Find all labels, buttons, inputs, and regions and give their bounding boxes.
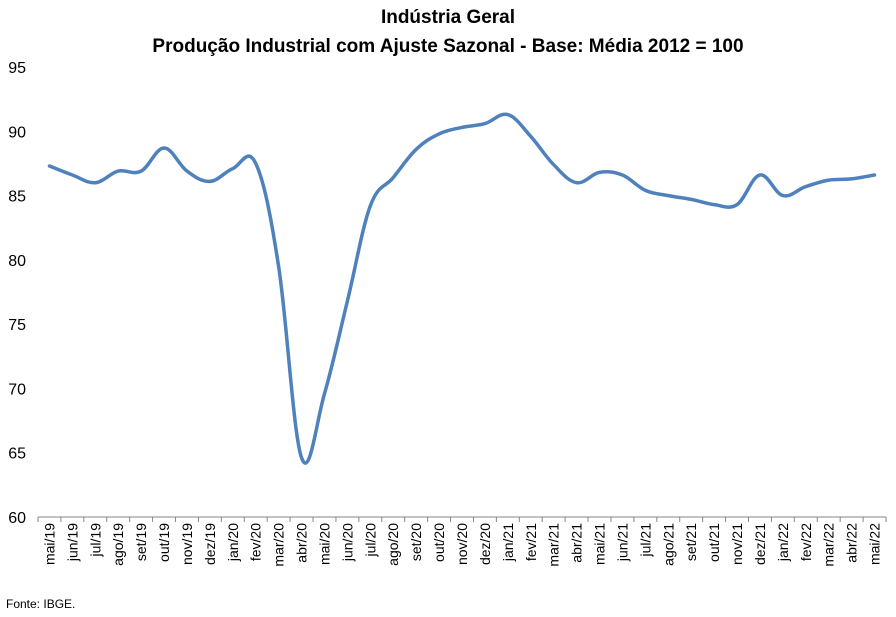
data-point (736, 203, 739, 206)
data-point (71, 174, 74, 177)
data-point (483, 122, 486, 125)
y-tick-label: 80 (8, 253, 26, 270)
data-point (713, 203, 716, 206)
data-point (48, 165, 51, 168)
x-tick-label: mai/20 (316, 523, 332, 565)
y-tick-label: 90 (8, 124, 26, 141)
y-tick-label: 75 (8, 317, 26, 334)
x-tick-label: dez/19 (202, 523, 218, 565)
data-point (323, 392, 326, 395)
x-tick-label: nov/20 (454, 523, 470, 565)
data-point (781, 194, 784, 197)
x-tick-label: mai/19 (41, 523, 57, 565)
data-point (94, 181, 97, 184)
data-point (621, 174, 624, 177)
y-tick-label: 65 (8, 446, 26, 463)
y-tick-label: 95 (8, 60, 26, 77)
x-tick-label: jan/22 (775, 523, 791, 562)
data-point (552, 163, 555, 166)
x-tick-label: abr/20 (294, 523, 310, 563)
data-point (369, 204, 372, 207)
x-tick-label: jun/20 (339, 523, 355, 562)
x-tick-label: fev/21 (523, 523, 539, 561)
y-tick-label: 70 (8, 381, 26, 398)
x-tick-label: mai/21 (592, 523, 608, 565)
data-point (208, 180, 211, 183)
x-tick-label: fev/20 (248, 523, 264, 561)
x-tick-label: jan/21 (500, 523, 516, 562)
data-point (346, 300, 349, 303)
series-line (47, 112, 877, 465)
data-point (575, 181, 578, 184)
x-tick-label: dez/21 (752, 523, 768, 565)
data-point (277, 265, 280, 268)
data-point (300, 456, 303, 459)
data-point (690, 198, 693, 201)
x-tick-label: jul/21 (637, 523, 653, 558)
data-point (117, 170, 120, 173)
x-tick-label: out/21 (706, 523, 722, 562)
x-tick-label: jun/21 (614, 523, 630, 562)
x-tick-label: jul/19 (87, 523, 103, 558)
data-point (506, 113, 509, 116)
x-tick-label: out/20 (431, 523, 447, 562)
x-tick-label: mai/22 (867, 523, 883, 565)
x-tick-label: set/20 (408, 523, 424, 561)
data-point (185, 170, 188, 173)
x-tick-label: jul/20 (362, 523, 378, 558)
data-point (758, 174, 761, 177)
data-point (461, 126, 464, 129)
x-tick-label: mar/21 (546, 523, 562, 567)
x-tick-label: dez/20 (477, 523, 493, 565)
x-tick-label: ago/20 (385, 523, 401, 566)
data-point (231, 167, 234, 170)
data-point (529, 135, 532, 138)
chart-title: Indústria Geral (380, 7, 516, 28)
x-tick-label: jun/19 (64, 523, 80, 562)
data-point (598, 171, 601, 174)
data-point (850, 177, 853, 180)
data-point (644, 189, 647, 192)
x-tick-label: jan/20 (225, 523, 241, 562)
x-tick-label: ago/21 (660, 523, 676, 566)
data-point (873, 174, 876, 177)
data-point (140, 170, 143, 173)
x-tick-label: out/19 (156, 523, 172, 562)
data-point (392, 176, 395, 179)
x-tick-label: nov/21 (729, 523, 745, 565)
x-tick-label: ago/19 (110, 523, 126, 566)
x-tick-label: abr/21 (569, 523, 585, 563)
data-point (827, 179, 830, 182)
x-tick-label: fev/22 (798, 523, 814, 561)
source-note: Fonte: IBGE. (6, 597, 76, 611)
chart-subtitle: Produção Industrial com Ajuste Sazonal -… (152, 36, 744, 57)
x-tick-label: mar/20 (271, 523, 287, 567)
x-tick-label: mar/22 (821, 523, 837, 567)
x-tick-label: set/19 (133, 523, 149, 561)
y-tick-label: 85 (8, 189, 26, 206)
data-point (415, 148, 418, 151)
data-point (804, 185, 807, 188)
data-point (254, 162, 257, 165)
x-tick-label: set/21 (683, 523, 699, 561)
x-tick-label: abr/22 (844, 523, 860, 563)
y-tick-label: 60 (8, 510, 26, 527)
data-point (163, 147, 166, 150)
data-point (667, 194, 670, 197)
x-tick-label: nov/19 (179, 523, 195, 565)
data-point (438, 132, 441, 135)
